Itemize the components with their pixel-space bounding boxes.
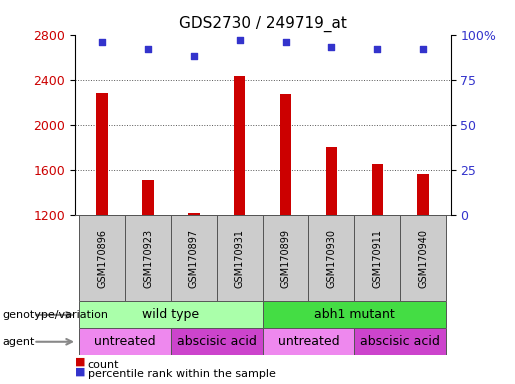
- Bar: [79, 301, 263, 328]
- Text: GSM170896: GSM170896: [97, 229, 107, 288]
- Text: count: count: [88, 360, 119, 370]
- Bar: [171, 215, 217, 301]
- Text: untreated: untreated: [278, 335, 339, 348]
- Title: GDS2730 / 249719_at: GDS2730 / 249719_at: [179, 16, 347, 32]
- Bar: [188, 214, 200, 350]
- Text: GSM170930: GSM170930: [327, 229, 336, 288]
- Bar: [234, 76, 246, 350]
- Text: abscisic acid: abscisic acid: [360, 335, 440, 348]
- Text: GSM170897: GSM170897: [189, 229, 199, 288]
- Text: GSM170931: GSM170931: [235, 229, 245, 288]
- Bar: [263, 215, 308, 301]
- Bar: [417, 174, 429, 350]
- Text: GSM170940: GSM170940: [418, 229, 428, 288]
- Point: [419, 46, 427, 52]
- Bar: [79, 328, 171, 355]
- Bar: [325, 147, 337, 350]
- Bar: [79, 215, 125, 301]
- Point: [235, 37, 244, 43]
- Bar: [308, 215, 354, 301]
- Point: [190, 53, 198, 59]
- Text: abscisic acid: abscisic acid: [177, 335, 257, 348]
- Text: untreated: untreated: [94, 335, 156, 348]
- Point: [144, 46, 152, 52]
- Text: percentile rank within the sample: percentile rank within the sample: [88, 369, 276, 379]
- Text: genotype/variation: genotype/variation: [3, 310, 109, 320]
- Bar: [96, 93, 108, 350]
- Bar: [354, 215, 400, 301]
- Point: [373, 46, 382, 52]
- Text: GSM170923: GSM170923: [143, 229, 153, 288]
- Bar: [125, 215, 171, 301]
- Point: [328, 44, 336, 50]
- Bar: [263, 328, 354, 355]
- Text: ■: ■: [75, 366, 85, 376]
- Bar: [400, 215, 446, 301]
- Bar: [263, 301, 446, 328]
- Text: GSM170899: GSM170899: [281, 229, 290, 288]
- Bar: [171, 328, 263, 355]
- Point: [282, 39, 290, 45]
- Bar: [217, 215, 263, 301]
- Point: [98, 39, 106, 45]
- Bar: [354, 328, 446, 355]
- Text: abh1 mutant: abh1 mutant: [314, 308, 394, 321]
- Bar: [280, 94, 291, 350]
- Text: GSM170911: GSM170911: [372, 229, 382, 288]
- Bar: [371, 164, 383, 350]
- Text: agent: agent: [3, 337, 35, 347]
- Text: wild type: wild type: [142, 308, 199, 321]
- Text: ■: ■: [75, 357, 85, 367]
- Bar: [142, 180, 154, 350]
